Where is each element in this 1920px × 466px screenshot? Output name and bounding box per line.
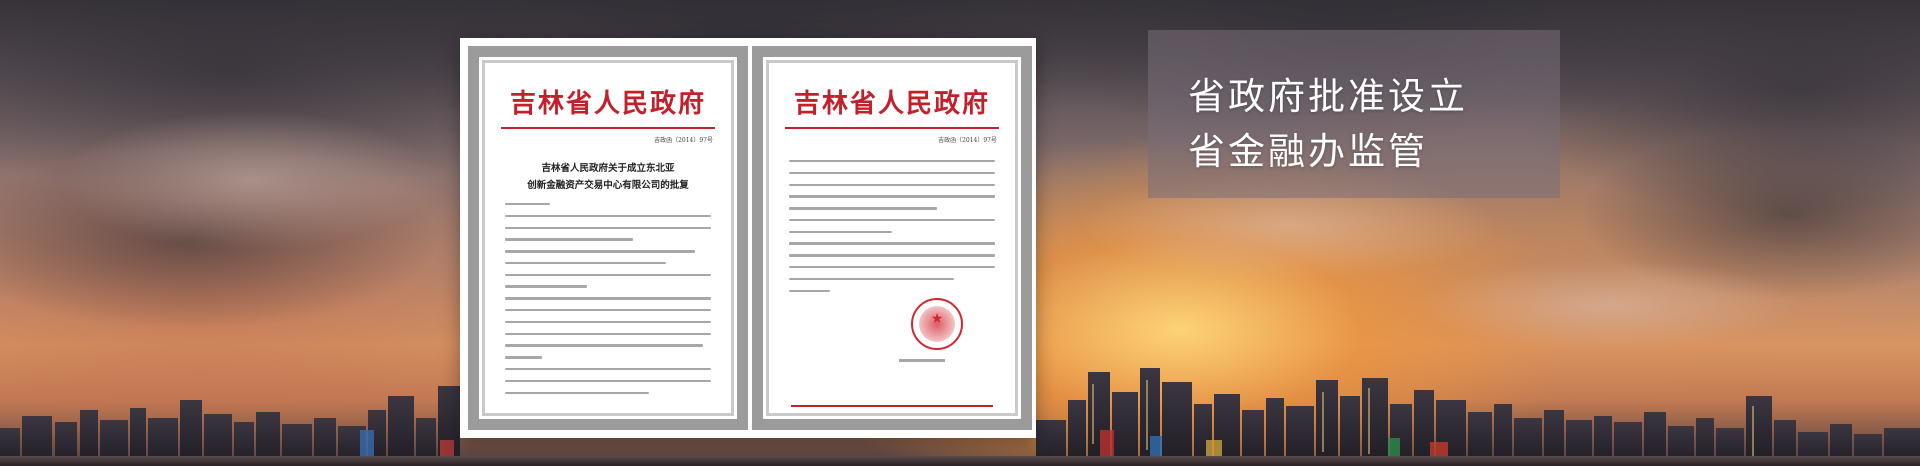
letterhead-rule: [501, 127, 715, 129]
document-number: 吉政函〔2014〕97号: [938, 137, 997, 144]
headline-line-1: 省政府批准设立: [1188, 75, 1468, 118]
headline-panel: 省政府批准设立 省金融办监管: [1148, 30, 1560, 198]
document-body-text: [789, 160, 995, 301]
letterhead-title: 吉林省人民政府: [509, 89, 706, 119]
letterhead-title: 吉林省人民政府: [793, 89, 990, 119]
letterhead-rule: [785, 127, 999, 129]
approval-document-page-1: 吉林省人民政府 吉政函〔2014〕97号 吉林省人民政府关于成立东北亚 创新金融…: [468, 46, 748, 430]
document-number: 吉政函〔2014〕97号: [654, 137, 713, 144]
approval-document-page-2: 吉林省人民政府 吉政函〔2014〕97号: [752, 46, 1032, 430]
headline-line-2: 省金融办监管: [1188, 130, 1428, 173]
document-heading-line-1: 吉林省人民政府关于成立东北亚: [541, 163, 675, 174]
document-heading: 吉林省人民政府关于成立东北亚 创新金融资产交易中心有限公司的批复: [487, 160, 729, 194]
approval-documents: 吉林省人民政府 吉政函〔2014〕97号 吉林省人民政府关于成立东北亚 创新金融…: [460, 38, 1036, 438]
footer-rule: [791, 405, 993, 407]
official-seal-icon: ★: [911, 298, 963, 350]
document-body-text: [505, 203, 711, 403]
seal-date: [899, 357, 945, 364]
document-heading-line-2: 创新金融资产交易中心有限公司的批复: [527, 180, 689, 191]
